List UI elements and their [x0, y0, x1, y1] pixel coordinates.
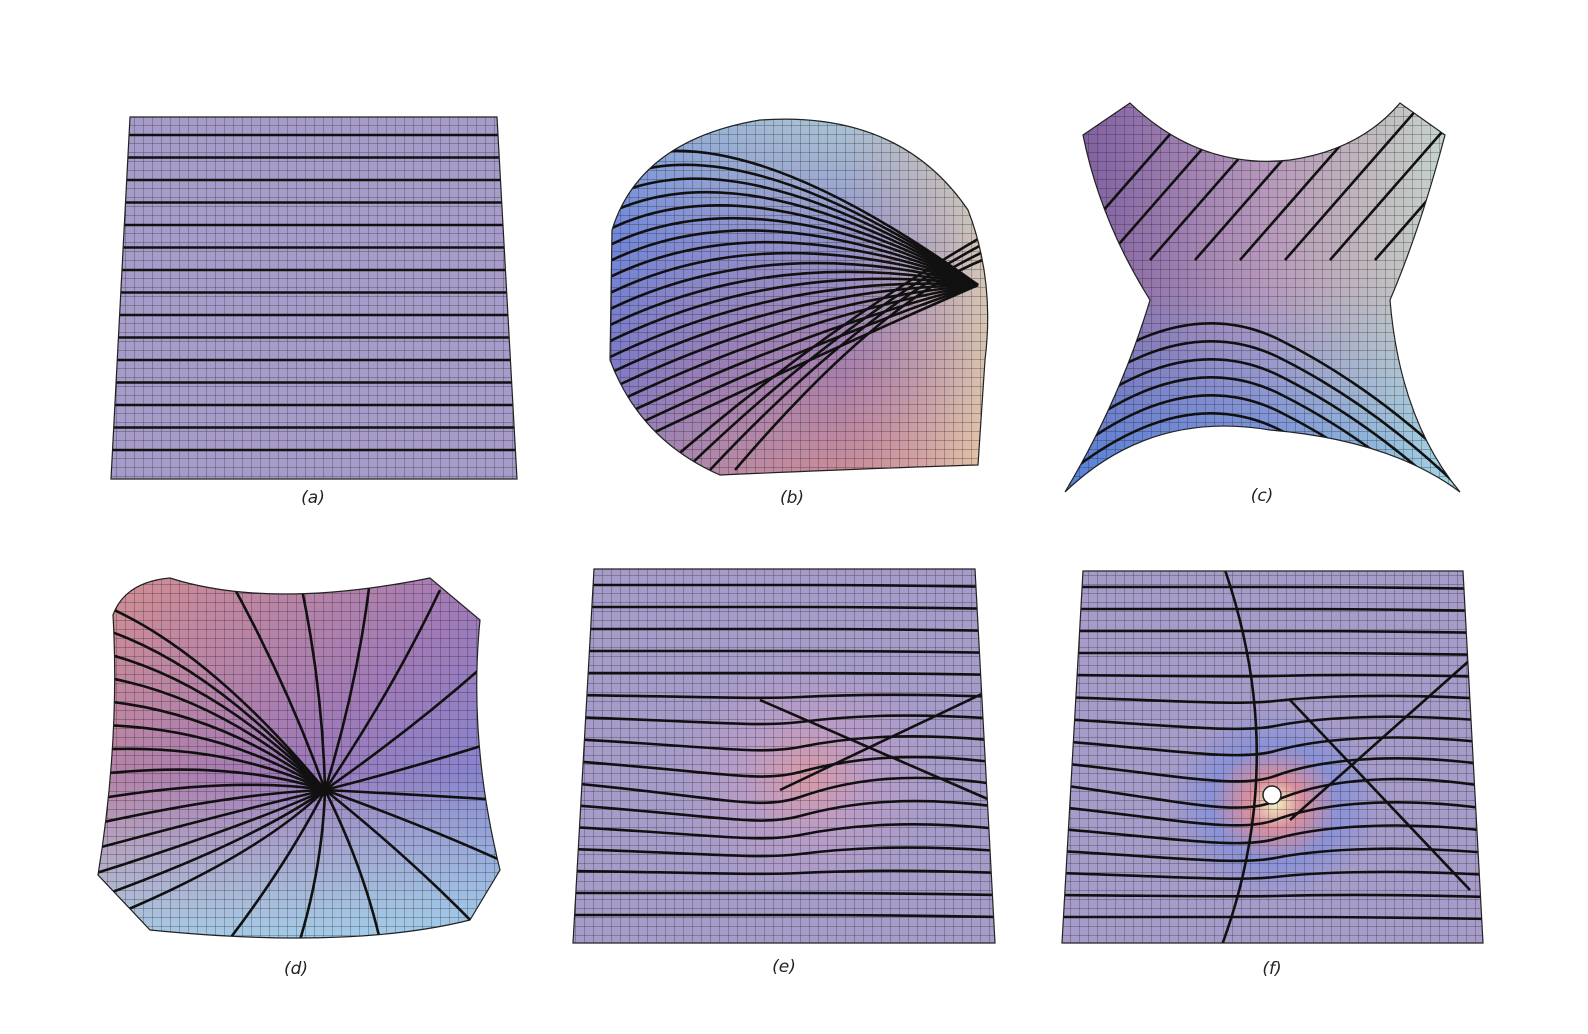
- field-line: [573, 913, 995, 919]
- field-line: [1062, 694, 1483, 704]
- panel-d: [98, 578, 500, 938]
- field-line: [298, 579, 327, 791]
- field-line: [684, 241, 986, 471]
- field-line: [98, 747, 326, 792]
- field-line: [709, 249, 986, 471]
- field-line: [610, 229, 979, 287]
- field-line: [1062, 756, 1483, 783]
- field-line: [98, 623, 326, 791]
- field-line: [573, 671, 995, 677]
- field-line: [573, 846, 995, 858]
- field-line: [1062, 607, 1483, 613]
- field-line: [610, 216, 979, 287]
- field-line: [610, 190, 979, 287]
- field-line: [610, 270, 979, 332]
- field-line: [298, 789, 327, 938]
- panel-c: [1065, 100, 1588, 492]
- field-line: [610, 204, 979, 287]
- field-line: [324, 788, 481, 931]
- field-line: [573, 735, 995, 752]
- caption: (c): [1251, 486, 1274, 506]
- field-line: [1062, 651, 1483, 657]
- caption: (d): [284, 959, 308, 979]
- field-line: [98, 673, 326, 791]
- panel-e: [573, 569, 995, 943]
- field-line: [1289, 699, 1471, 891]
- field-line: [223, 789, 327, 938]
- field-line: [573, 627, 995, 633]
- field-line: [98, 783, 326, 802]
- field-line: [573, 583, 995, 589]
- field-line: [1284, 103, 1426, 261]
- field-line: [98, 788, 326, 877]
- field-line: [98, 768, 326, 792]
- field-line: [98, 788, 326, 902]
- field-line: [610, 277, 979, 348]
- field-line: [573, 891, 995, 897]
- field-line: [1062, 800, 1483, 827]
- panel-f: [1062, 571, 1483, 943]
- field-line: [573, 755, 995, 778]
- field-line: [573, 605, 995, 611]
- field-line: [1065, 394, 1460, 492]
- field-line: [98, 598, 326, 791]
- caption: (e): [772, 957, 796, 977]
- field-line: [1419, 103, 1460, 261]
- field-line: [228, 579, 327, 791]
- field-line: [1065, 340, 1460, 492]
- field-line: [573, 649, 995, 655]
- field-line: [610, 240, 979, 287]
- field-line: [1062, 870, 1483, 880]
- field-line: [779, 688, 991, 792]
- panel-b: [610, 119, 988, 475]
- field-line: [1062, 629, 1483, 635]
- field-line: [1062, 736, 1483, 757]
- field-line: [1220, 571, 1259, 943]
- field-line: [610, 177, 979, 287]
- field-line: [98, 648, 326, 791]
- field-line: [324, 788, 500, 802]
- field-line: [324, 659, 491, 792]
- field-line: [323, 589, 442, 791]
- field-line: [610, 283, 979, 412]
- field-line: [98, 698, 326, 792]
- field-line: [573, 714, 995, 726]
- field-line: [610, 283, 979, 396]
- field-line: [1062, 673, 1483, 679]
- field-line: [1289, 659, 1471, 821]
- field-line: [98, 788, 326, 827]
- field-line: [98, 723, 326, 792]
- field-line: [1065, 412, 1460, 492]
- field-line: [324, 788, 500, 862]
- field-line: [573, 869, 995, 876]
- field-line: [1465, 100, 1588, 260]
- caption: (f): [1262, 959, 1281, 979]
- field-line: [323, 579, 372, 791]
- field-line: [98, 788, 326, 852]
- field-line: [1062, 915, 1483, 921]
- caption: (a): [301, 488, 325, 508]
- field-line: [759, 698, 991, 802]
- field-line: [573, 693, 995, 700]
- field-line: [1062, 715, 1483, 731]
- panel-a: [111, 117, 517, 479]
- field-line: [573, 799, 995, 822]
- field-line: [610, 283, 979, 380]
- field-line: [610, 283, 979, 444]
- field-line: [734, 257, 986, 471]
- field-line: [659, 233, 986, 471]
- field-line: [323, 789, 382, 938]
- field-line: [610, 251, 979, 300]
- field-line: [573, 776, 995, 805]
- field-line: [1062, 585, 1483, 591]
- field-line: [573, 823, 995, 840]
- field-line: [1062, 824, 1483, 845]
- caption: (b): [780, 488, 804, 508]
- field-line: [1062, 847, 1483, 863]
- field-line: [1062, 893, 1483, 899]
- field-line: [610, 283, 979, 428]
